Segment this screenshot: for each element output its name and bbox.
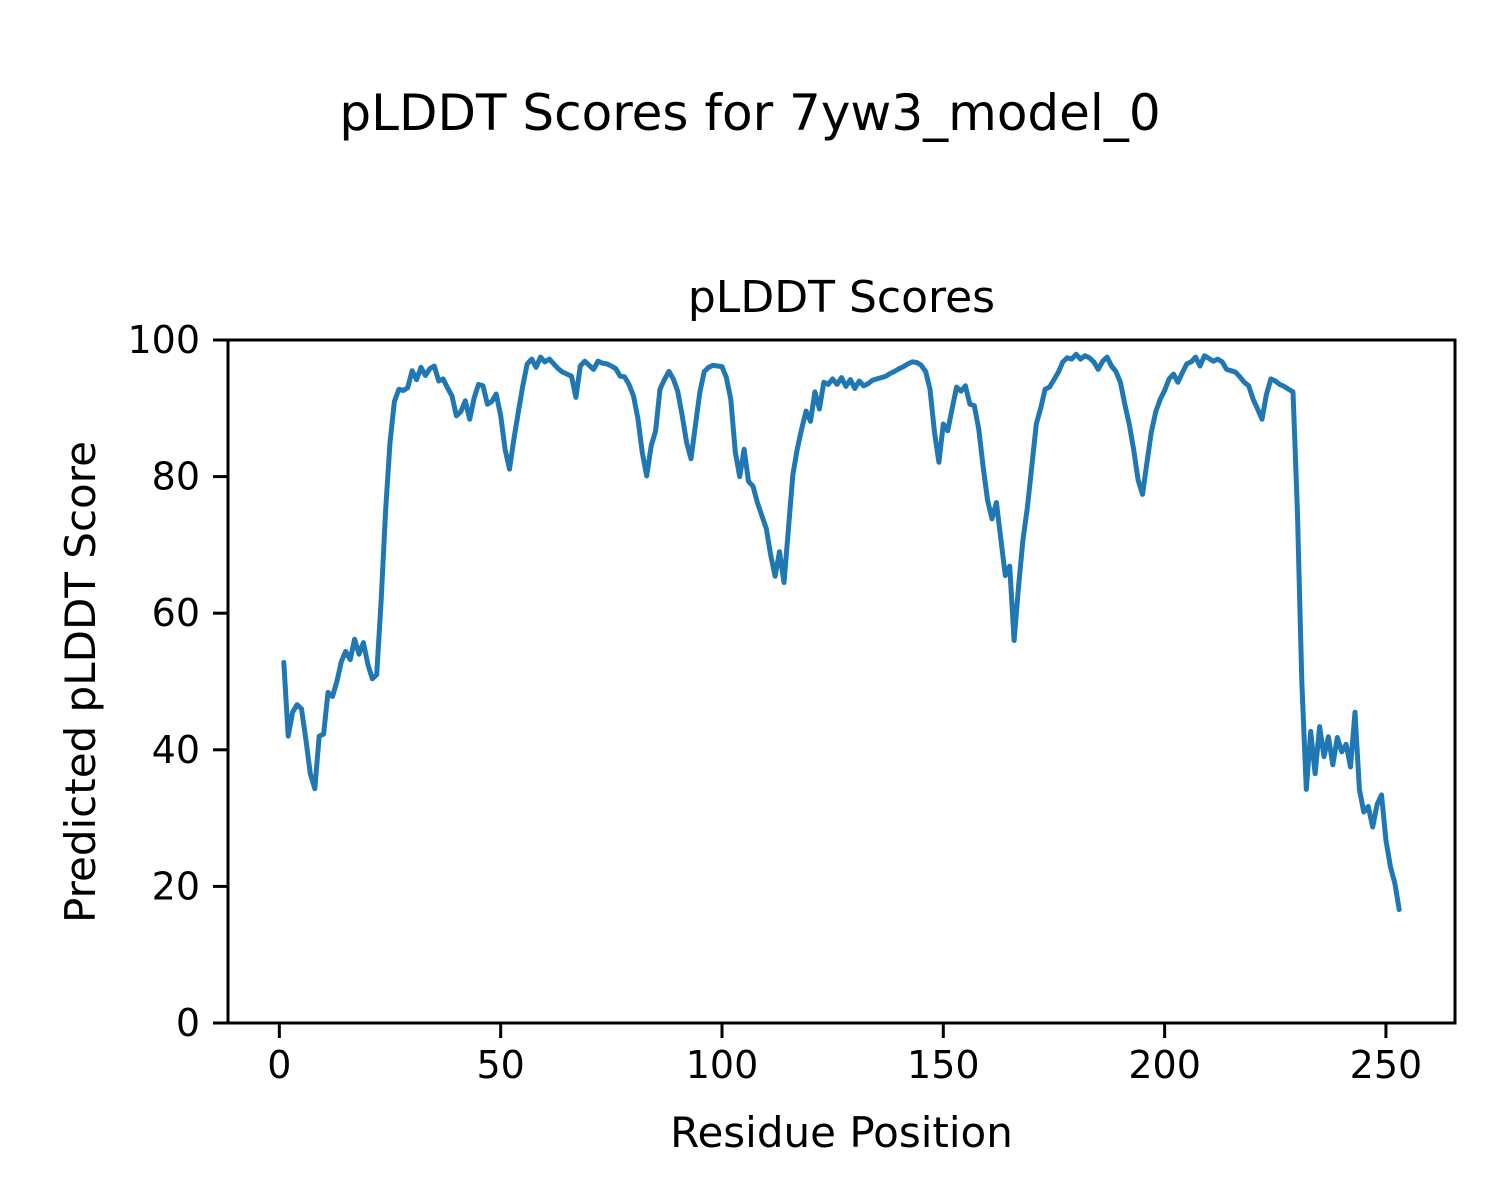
y-tick-label: 0 xyxy=(176,1001,200,1045)
y-tick-label: 80 xyxy=(152,455,200,499)
axes-title: pLDDT Scores xyxy=(687,272,996,323)
x-tick-label: 250 xyxy=(1350,1043,1423,1087)
plddt-line xyxy=(281,351,1402,913)
y-tick-label: 20 xyxy=(152,864,200,908)
x-axis-label: Residue Position xyxy=(670,1108,1013,1157)
figure-title: pLDDT Scores for 7yw3_model_0 xyxy=(339,84,1161,142)
y-tick-label: 60 xyxy=(152,591,200,635)
x-tick-label: 50 xyxy=(476,1043,524,1087)
x-tick-label: 100 xyxy=(686,1043,759,1087)
y-axis-label: Predicted pLDDT Score xyxy=(56,441,105,923)
x-tick-label: 0 xyxy=(267,1043,291,1087)
axes-spines xyxy=(226,338,1457,1025)
x-tick-label: 150 xyxy=(907,1043,980,1087)
x-tick-label: 200 xyxy=(1128,1043,1201,1087)
y-tick-label: 40 xyxy=(152,728,200,772)
y-tick-label: 100 xyxy=(127,318,200,362)
